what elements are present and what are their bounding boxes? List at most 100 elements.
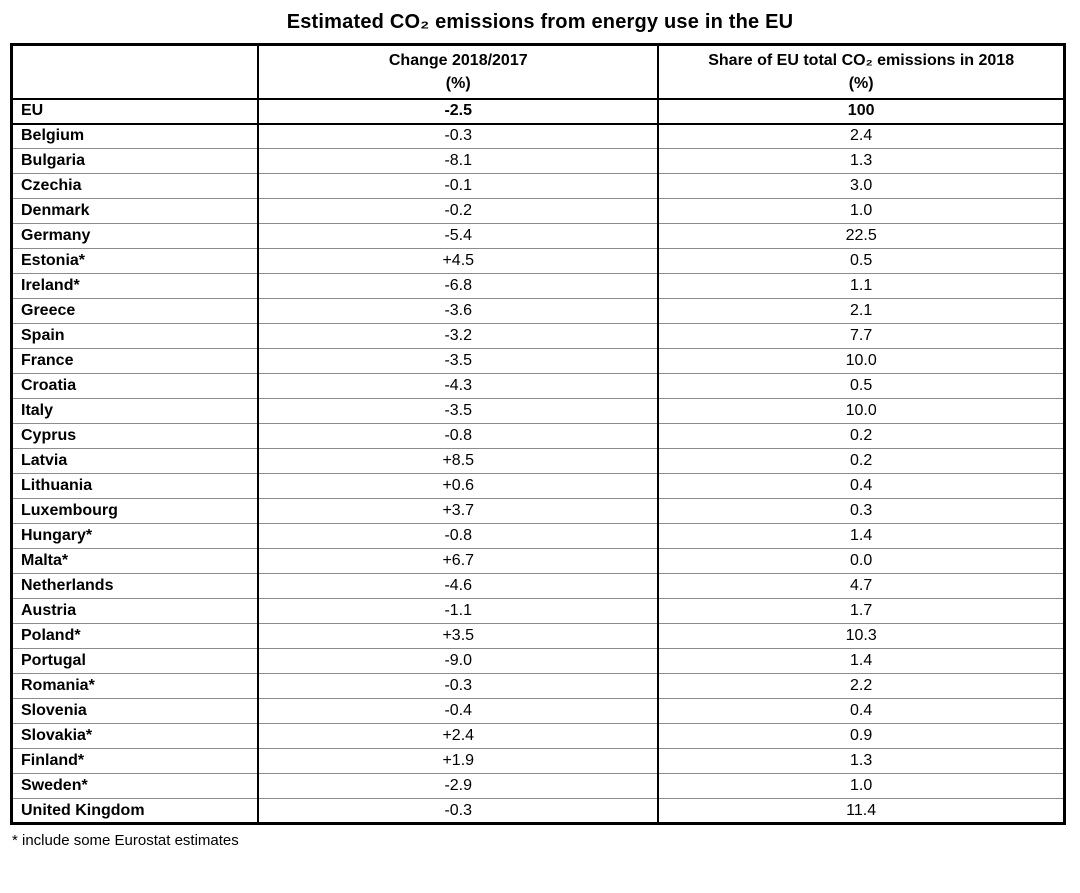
- table-row: Lithuania +0.6 0.4: [11, 473, 1065, 499]
- share-cell: 1.0: [658, 773, 1065, 799]
- footnote: * include some Eurostat estimates: [12, 832, 239, 849]
- share-cell: 3.0: [658, 173, 1065, 199]
- share-cell: 10.0: [658, 398, 1065, 424]
- table-row: Poland* +3.5 10.3: [11, 623, 1065, 649]
- country-cell: Cyprus: [11, 423, 260, 449]
- change-cell: -3.6: [258, 298, 660, 324]
- share-cell: 100: [658, 98, 1065, 125]
- change-cell: -4.3: [258, 373, 660, 399]
- share-cell: 10.0: [658, 348, 1065, 374]
- country-cell: Italy: [11, 398, 260, 424]
- header-change: Change 2018/2017 (%): [258, 44, 660, 100]
- table-row: Hungary* -0.8 1.4: [11, 523, 1065, 549]
- change-cell: -0.2: [258, 198, 660, 224]
- share-cell: 1.3: [658, 148, 1065, 174]
- change-cell: +4.5: [258, 248, 660, 274]
- table-row: Ireland* -6.8 1.1: [11, 273, 1065, 299]
- change-cell: -0.3: [258, 673, 660, 699]
- change-cell: -0.1: [258, 173, 660, 199]
- country-cell: Lithuania: [11, 473, 260, 499]
- change-cell: +3.5: [258, 623, 660, 649]
- table-row: Malta* +6.7 0.0: [11, 548, 1065, 574]
- share-cell: 2.2: [658, 673, 1065, 699]
- country-cell: Sweden*: [11, 773, 260, 799]
- table-row: Italy -3.5 10.0: [11, 398, 1065, 424]
- table-row: Slovakia* +2.4 0.9: [11, 723, 1065, 749]
- change-cell: -0.3: [258, 798, 660, 824]
- country-cell: United Kingdom: [11, 798, 260, 824]
- share-cell: 1.7: [658, 598, 1065, 624]
- country-cell: Estonia*: [11, 248, 260, 274]
- share-cell: 10.3: [658, 623, 1065, 649]
- change-cell: +3.7: [258, 498, 660, 524]
- table-row: France -3.5 10.0: [11, 348, 1065, 374]
- change-cell: +2.4: [258, 723, 660, 749]
- table-row: Sweden* -2.9 1.0: [11, 773, 1065, 799]
- change-cell: -2.5: [258, 98, 660, 125]
- change-cell: -3.5: [258, 398, 660, 424]
- change-cell: +0.6: [258, 473, 660, 499]
- table-row: Germany -5.4 22.5: [11, 223, 1065, 249]
- change-cell: -2.9: [258, 773, 660, 799]
- country-cell: France: [11, 348, 260, 374]
- header-country: [11, 44, 260, 100]
- table-row: Luxembourg +3.7 0.3: [11, 498, 1065, 524]
- country-cell: Belgium: [11, 123, 260, 149]
- change-cell: -9.0: [258, 648, 660, 674]
- country-cell: Latvia: [11, 448, 260, 474]
- header-row: Change 2018/2017 (%) Share of EU total C…: [11, 44, 1065, 100]
- table-row: Finland* +1.9 1.3: [11, 748, 1065, 774]
- table-row: Czechia -0.1 3.0: [11, 173, 1065, 199]
- table-row: Slovenia -0.4 0.4: [11, 698, 1065, 724]
- share-cell: 1.1: [658, 273, 1065, 299]
- change-cell: +1.9: [258, 748, 660, 774]
- header-share: Share of EU total CO₂ emissions in 2018 …: [658, 44, 1065, 100]
- change-cell: -8.1: [258, 148, 660, 174]
- change-cell: -3.2: [258, 323, 660, 349]
- header-share-label: Share of EU total CO₂ emissions in 2018: [708, 51, 1015, 69]
- share-cell: 1.0: [658, 198, 1065, 224]
- change-cell: -4.6: [258, 573, 660, 599]
- change-cell: -5.4: [258, 223, 660, 249]
- change-cell: +6.7: [258, 548, 660, 574]
- table-row: Croatia -4.3 0.5: [11, 373, 1065, 399]
- share-cell: 0.4: [658, 698, 1065, 724]
- change-cell: -6.8: [258, 273, 660, 299]
- table-row: Spain -3.2 7.7: [11, 323, 1065, 349]
- country-cell: Germany: [11, 223, 260, 249]
- country-cell: Slovenia: [11, 698, 260, 724]
- country-cell: Bulgaria: [11, 148, 260, 174]
- country-cell: Finland*: [11, 748, 260, 774]
- share-cell: 7.7: [658, 323, 1065, 349]
- table-row: Greece -3.6 2.1: [11, 298, 1065, 324]
- share-cell: 1.3: [658, 748, 1065, 774]
- page-title: Estimated CO₂ emissions from energy use …: [286, 11, 794, 33]
- header-change-unit: (%): [445, 74, 471, 92]
- country-cell: Poland*: [11, 623, 260, 649]
- table-row: Belgium -0.3 2.4: [11, 123, 1065, 149]
- country-cell: Greece: [11, 298, 260, 324]
- share-cell: 0.2: [658, 448, 1065, 474]
- country-cell: Czechia: [11, 173, 260, 199]
- table-row: Netherlands -4.6 4.7: [11, 573, 1065, 599]
- table-body: EU -2.5 100 Belgium -0.3 2.4 Bulgaria -8.1 1.3 Cz…: [11, 98, 1065, 824]
- country-cell: Austria: [11, 598, 260, 624]
- country-cell: Hungary*: [11, 523, 260, 549]
- table-row: Estonia* +4.5 0.5: [11, 248, 1065, 274]
- country-cell: Netherlands: [11, 573, 260, 599]
- table-row: Portugal -9.0 1.4: [11, 648, 1065, 674]
- share-cell: 2.1: [658, 298, 1065, 324]
- table-row: Cyprus -0.8 0.2: [11, 423, 1065, 449]
- header-change-label: Change 2018/2017: [388, 51, 528, 69]
- change-cell: -0.8: [258, 423, 660, 449]
- change-cell: -0.8: [258, 523, 660, 549]
- share-cell: 0.5: [658, 373, 1065, 399]
- change-cell: -3.5: [258, 348, 660, 374]
- country-cell: Slovakia*: [11, 723, 260, 749]
- country-cell: EU: [11, 98, 260, 125]
- table-row: United Kingdom -0.3 11.4: [11, 798, 1065, 824]
- table-header: Change 2018/2017 (%) Share of EU total C…: [11, 44, 1065, 100]
- country-cell: Ireland*: [11, 273, 260, 299]
- country-cell: Malta*: [11, 548, 260, 574]
- table-row: Latvia +8.5 0.2: [11, 448, 1065, 474]
